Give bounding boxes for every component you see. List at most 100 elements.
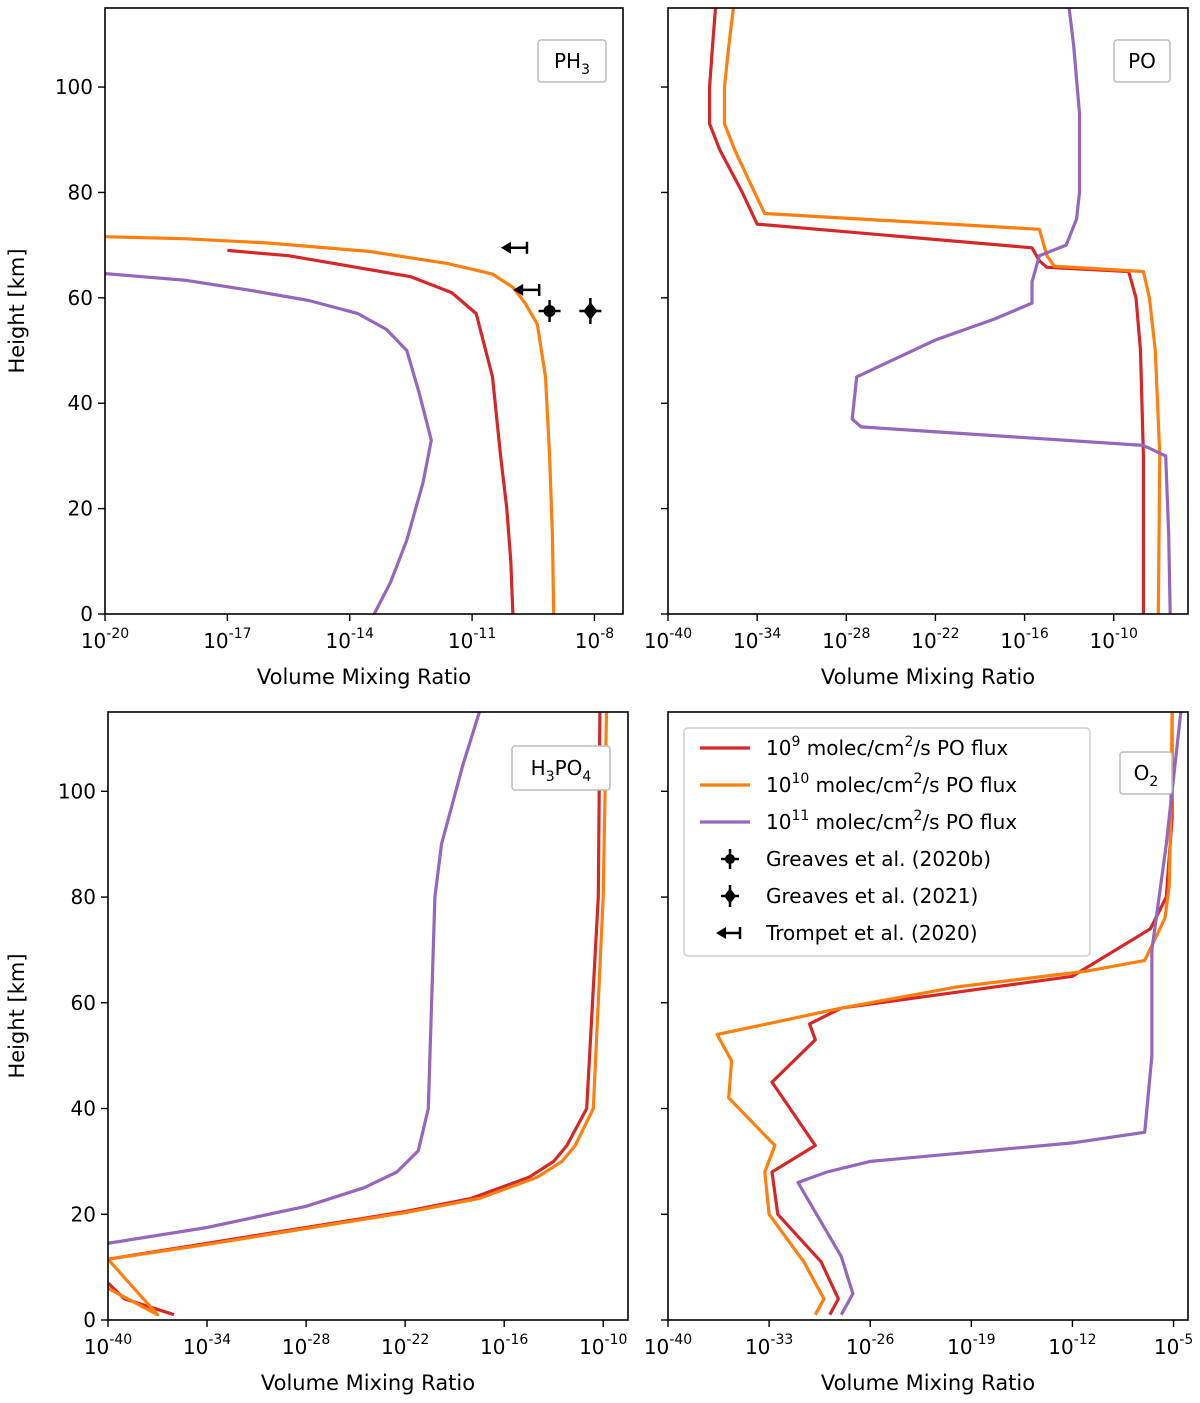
x-axis-label: Volume Mixing Ratio (821, 1371, 1035, 1395)
x-axis-label: Volume Mixing Ratio (821, 665, 1035, 689)
diamond-point (583, 302, 598, 320)
legend-label-mid: molec/cm (809, 773, 913, 797)
legend-label: Greaves et al. (2020b) (766, 847, 991, 871)
x-tick-exponent: -16 (1026, 626, 1049, 642)
legend-label-exp2: 2 (905, 734, 914, 750)
x-axis-label: Volume Mixing Ratio (261, 1371, 475, 1395)
x-tick-base: 10 (733, 629, 758, 653)
series-line-1 (108, 712, 602, 1261)
y-tick-label: 40 (68, 391, 93, 415)
y-tick-label: 20 (71, 1202, 96, 1226)
panel-tag-box (511, 745, 611, 791)
x-tick-base: 10 (745, 1335, 770, 1359)
panel-tag: H3PO4 (511, 745, 611, 791)
x-tick-base: 10 (84, 1335, 109, 1359)
panel-tag: PO (1113, 39, 1171, 83)
x-tick-base: 10 (644, 629, 669, 653)
x-tick-base: 10 (448, 629, 473, 653)
legend-diamond-point (724, 888, 736, 904)
x-tick-label: 10-14 (326, 626, 374, 653)
legend-label: 1011 molec/cm2/s PO flux (766, 808, 1017, 834)
x-tick-base: 10 (822, 629, 847, 653)
x-tick-exponent: -34 (758, 626, 781, 642)
x-tick-exponent: -16 (505, 1332, 528, 1348)
x-tick-exponent: -8 (600, 626, 614, 642)
x-tick-label: 10-8 (575, 626, 614, 653)
x-tick-base: 10 (1090, 629, 1115, 653)
x-tick-exponent: -19 (973, 1332, 996, 1348)
x-tick-label: 10-5 (1154, 1332, 1193, 1359)
panel-tag-box (537, 39, 607, 83)
legend-entry-5: Trompet et al. (2020) (716, 921, 978, 945)
legend-entry-0: 109 molec/cm2/s PO flux (700, 734, 1008, 760)
legend-label-exp: 11 (791, 808, 809, 824)
x-tick-label: 10-28 (822, 626, 870, 653)
panel-tag-label: H3PO4 (531, 756, 592, 785)
x-tick-label: 10-11 (448, 626, 496, 653)
panel-tag-sub2: 4 (582, 769, 591, 785)
panel-tag-base: O (1134, 761, 1150, 785)
x-tick-exponent: -22 (937, 626, 960, 642)
observation-upperlimit (500, 241, 529, 254)
x-tick-exponent: -40 (669, 626, 692, 642)
y-tick-label: 20 (68, 497, 93, 521)
legend-label-tail: /s PO flux (913, 736, 1008, 760)
x-tick-exponent: -22 (406, 1332, 429, 1348)
panel-tag-sub: 3 (546, 769, 555, 785)
x-tick-exponent: -10 (605, 1332, 628, 1348)
y-tick-label: 60 (71, 991, 96, 1015)
x-tick-exponent: -28 (307, 1332, 330, 1348)
legend-label-text: Greaves et al. (2021) (766, 884, 978, 908)
x-tick-base: 10 (579, 1335, 604, 1359)
legend-label-exp2: 2 (913, 808, 922, 824)
series-line-2 (796, 712, 1183, 1316)
limit-arrowhead (513, 283, 524, 296)
x-tick-exponent: -34 (208, 1332, 231, 1348)
y-tick-label: 80 (71, 885, 96, 909)
legend-label-mid: molec/cm (809, 810, 913, 834)
x-tick-exponent: -26 (872, 1332, 895, 1348)
panel-tag-base: H (531, 756, 546, 780)
panel-tag-box (1113, 39, 1171, 83)
legend-label-text: Trompet et al. (2020) (765, 921, 978, 945)
legend-label: 1010 molec/cm2/s PO flux (766, 771, 1017, 797)
x-tick-label: 10-16 (1000, 626, 1048, 653)
x-tick-base: 10 (326, 629, 351, 653)
x-tick-base: 10 (203, 629, 228, 653)
x-tick-label: 10-20 (81, 626, 129, 653)
x-axis-label: Volume Mixing Ratio (257, 665, 471, 689)
series-line-1 (715, 712, 1174, 1316)
legend-entry-2: 1011 molec/cm2/s PO flux (700, 808, 1017, 834)
x-tick-base: 10 (1048, 1335, 1073, 1359)
observation-diamond (579, 298, 602, 324)
panel-tag-label: PO (1128, 49, 1156, 73)
x-tick-base: 10 (1154, 1335, 1179, 1359)
series-line-0 (708, 8, 1145, 614)
panel-tag: O2 (1119, 751, 1173, 795)
legend-label-exp2: 2 (913, 771, 922, 787)
series-line-2 (850, 8, 1172, 614)
panel-tag-base2: PO (555, 756, 583, 780)
legend-label-mant: 10 (766, 773, 791, 797)
legend-entry-4: Greaves et al. (2021) (721, 884, 978, 908)
x-tick-exponent: -28 (848, 626, 871, 642)
x-tick-base: 10 (480, 1335, 505, 1359)
errorbar-point (543, 305, 556, 317)
y-tick-label: 80 (68, 180, 93, 204)
legend-label-mant: 10 (766, 810, 791, 834)
x-tick-label: 10-16 (480, 1332, 528, 1359)
y-axis-label: Height [km] (5, 953, 29, 1078)
x-tick-base: 10 (381, 1335, 406, 1359)
legend-limit-arrowhead (716, 927, 726, 939)
x-tick-base: 10 (947, 1335, 972, 1359)
x-tick-exponent: -5 (1179, 1332, 1193, 1348)
x-tick-base: 10 (1000, 629, 1025, 653)
legend-errorbar-point (725, 854, 735, 864)
axes-frame (667, 7, 1189, 615)
x-tick-exponent: -10 (1115, 626, 1138, 642)
x-tick-exponent: -20 (106, 626, 129, 642)
